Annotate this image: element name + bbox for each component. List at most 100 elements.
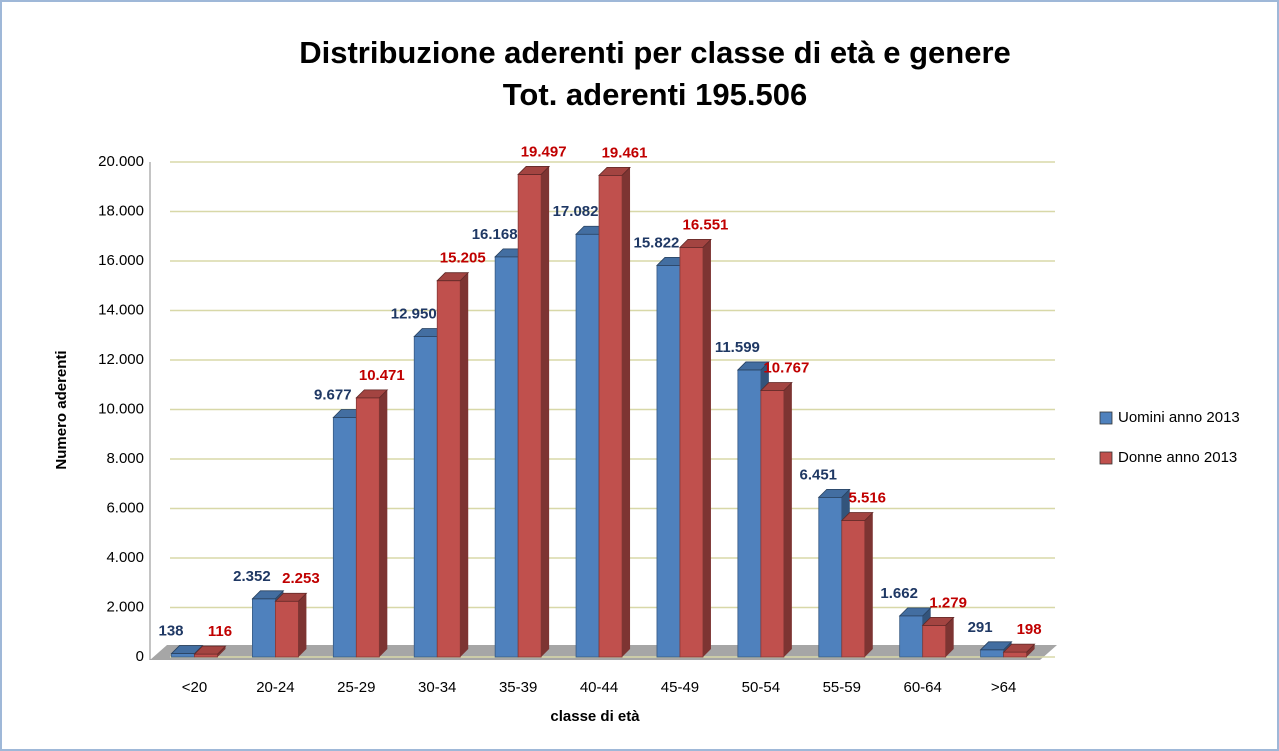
y-tick-label: 8.000 (106, 450, 144, 467)
value-label: 16.551 (683, 216, 729, 233)
bar-top (736, 361, 770, 371)
bar (517, 174, 542, 658)
bar (1003, 651, 1027, 658)
bar (922, 624, 947, 658)
chart-title: Distribuzione aderenti per classe di età… (299, 35, 1011, 70)
x-tick-label: 25-29 (337, 679, 375, 696)
bar (980, 649, 1004, 658)
x-tick-label: 60-64 (903, 679, 941, 696)
y-tick-label: 6.000 (106, 499, 144, 516)
bar (332, 417, 357, 658)
bar-side (702, 239, 711, 658)
bar-top (355, 389, 389, 399)
bar (355, 397, 380, 658)
x-tick-label: 40-44 (580, 679, 618, 696)
x-tick-label: 45-49 (661, 679, 699, 696)
value-label: 10.767 (763, 359, 809, 376)
y-tick-label: 2.000 (106, 598, 144, 615)
bar (598, 174, 623, 658)
bar-top (274, 592, 308, 602)
bar (841, 520, 866, 658)
value-label: 12.950 (391, 305, 437, 322)
bar-side (864, 512, 873, 657)
bar-side (460, 272, 469, 657)
bar (679, 246, 704, 658)
y-tick-label: 10.000 (98, 400, 144, 417)
bar (760, 390, 785, 658)
x-tick-label: >64 (991, 679, 1016, 696)
x-tick-label: 50-54 (742, 679, 780, 696)
bar-top (193, 645, 227, 655)
bar-top (251, 590, 285, 600)
value-label: 9.677 (314, 386, 352, 403)
x-tick-label: 20-24 (256, 679, 294, 696)
chart-subtitle: Tot. aderenti 195.506 (503, 77, 807, 112)
value-label: 19.497 (521, 143, 567, 160)
value-label: 19.461 (602, 144, 648, 161)
x-tick-label: 55-59 (823, 679, 861, 696)
bar (194, 653, 218, 658)
bar-side (622, 167, 631, 657)
x-tick-label: <20 (182, 679, 207, 696)
bar-top (170, 645, 204, 654)
bar-side (217, 646, 226, 657)
legend-swatch (1099, 451, 1113, 465)
bar (818, 496, 843, 658)
value-label: 6.451 (799, 466, 837, 483)
bar-top (678, 238, 712, 248)
legend-swatch (1099, 411, 1113, 425)
bar-side (945, 617, 954, 657)
bar (436, 280, 461, 658)
bar (737, 369, 762, 658)
value-label: 138 (158, 623, 183, 640)
value-label: 1.279 (929, 594, 967, 611)
bar-top (921, 616, 955, 626)
y-tick-label: 14.000 (98, 301, 144, 318)
bar-side (541, 166, 550, 657)
y-tick-label: 20.000 (98, 153, 144, 170)
bar (171, 653, 195, 658)
value-label: 2.253 (282, 570, 320, 587)
bar-top (598, 166, 632, 176)
bar (899, 615, 924, 658)
bar-top (436, 272, 470, 282)
bar (275, 600, 299, 658)
value-label: 15.205 (440, 250, 486, 267)
value-label: 1.662 (880, 585, 918, 602)
x-tick-label: 35-39 (499, 679, 537, 696)
y-tick-label: 18.000 (98, 202, 144, 219)
value-label: 16.168 (472, 226, 518, 243)
x-axis-label: classe di età (550, 708, 640, 725)
value-label: 5.516 (848, 489, 886, 506)
bar (575, 233, 600, 658)
y-tick-label: 12.000 (98, 351, 144, 368)
value-label: 15.822 (634, 234, 680, 251)
bar-side (298, 593, 307, 657)
bar-top (759, 382, 793, 391)
bar-top (979, 641, 1013, 651)
bar-top (817, 488, 851, 498)
y-tick-label: 16.000 (98, 252, 144, 269)
bar-side (783, 382, 792, 657)
value-label: 10.471 (359, 367, 405, 384)
bar-top (1002, 643, 1036, 653)
value-label: 116 (208, 623, 232, 640)
y-tick-label: 0 (136, 648, 144, 665)
value-label: 2.352 (233, 568, 271, 585)
y-tick-label: 4.000 (106, 549, 144, 566)
bar-side (1026, 644, 1035, 657)
y-axis-label: Numero aderenti (53, 350, 70, 469)
value-label: 198 (1017, 621, 1042, 638)
bar (656, 265, 681, 658)
value-label: 11.599 (715, 339, 760, 356)
bar (413, 336, 438, 658)
legend-label: Uomini anno 2013 (1118, 409, 1240, 426)
bar-top (517, 166, 551, 175)
bar-top (898, 607, 932, 617)
bar-side (379, 389, 388, 657)
bar (252, 598, 276, 658)
x-tick-label: 30-34 (418, 679, 456, 696)
value-label: 291 (968, 619, 993, 636)
